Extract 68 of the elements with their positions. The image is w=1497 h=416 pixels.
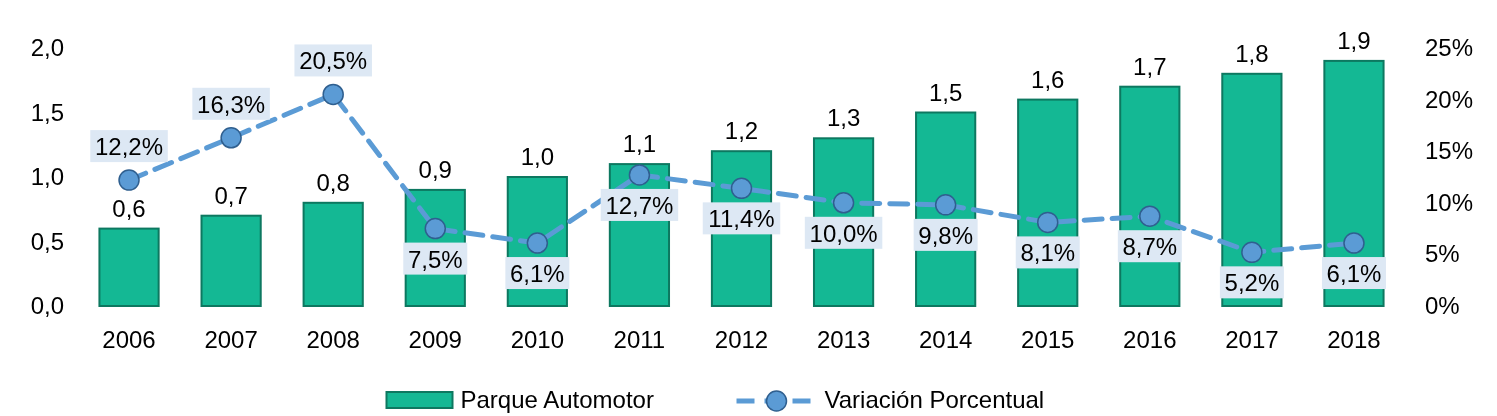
y2-tick-label: 20% (1425, 85, 1474, 113)
point (1139, 205, 1161, 227)
x-tick-label: 2006 (102, 326, 156, 353)
data-label: 12,2% (95, 133, 164, 161)
data-label: 7,5% (407, 245, 463, 273)
y-tick-label: 0,5 (30, 227, 64, 255)
y2-tick-label: 0% (1425, 292, 1460, 319)
bar (200, 214, 262, 307)
x-tick-label: 2008 (306, 326, 360, 353)
data-label: 8,1% (1020, 239, 1076, 267)
x-tick-label: 2013 (816, 326, 871, 353)
data-label: 9,8% (918, 221, 974, 249)
y2-tick-label: 5% (1425, 240, 1460, 268)
point (730, 177, 753, 200)
point (1343, 232, 1365, 254)
data-label: 6,1% (1326, 260, 1382, 288)
data-label: 1,7 (1133, 52, 1167, 80)
data-label: 0,9 (418, 155, 452, 183)
data-label: 5,2% (1224, 269, 1280, 297)
point (1241, 241, 1263, 264)
data-label: 0,8 (316, 168, 350, 196)
data-label: 6,1% (509, 260, 565, 288)
data-label: 11,4% (708, 205, 775, 233)
point (628, 164, 651, 186)
point (424, 217, 447, 240)
y-tick-label: 1,0 (30, 163, 64, 190)
data-label: 1,3 (826, 104, 861, 132)
y-tick-label: 2,0 (30, 34, 64, 61)
x-tick-label: 2012 (714, 326, 769, 353)
data-label: 1,9 (1337, 26, 1371, 54)
data-label: 12,7% (605, 191, 674, 219)
legend-label: Parque Automotor (460, 386, 654, 413)
point (1036, 211, 1059, 234)
data-label: 0,6 (112, 194, 146, 222)
point (220, 127, 242, 149)
y2-tick-label: 25% (1425, 34, 1474, 61)
data-label: 1,1 (622, 130, 657, 158)
x-tick-label: 2007 (204, 326, 258, 353)
data-label: 8,7% (1122, 233, 1178, 261)
y2-tick-label: 15% (1425, 137, 1474, 165)
point (832, 192, 855, 214)
x-tick-label: 2018 (1327, 326, 1381, 353)
data-label: 16,3% (197, 90, 266, 118)
data-label: 10,0% (809, 219, 878, 247)
x-tick-label: 2014 (918, 326, 973, 353)
bar (98, 227, 160, 307)
x-tick-label: 2010 (510, 326, 565, 353)
legend-label: Variación Porcentual (824, 386, 1045, 413)
data-label: 1,0 (520, 143, 555, 170)
y-tick-label: 0,0 (30, 292, 64, 319)
data-label: 1,6 (1031, 65, 1065, 93)
x-tick-label: 2015 (1021, 326, 1075, 353)
data-label: 1,8 (1235, 39, 1269, 67)
data-label: 1,5 (928, 78, 963, 106)
point (934, 194, 957, 216)
point (118, 169, 140, 191)
x-tick-label: 2016 (1123, 326, 1177, 353)
x-tick-label: 2017 (1225, 326, 1279, 353)
data-label: 0,7 (214, 181, 248, 209)
y-tick-label: 1,5 (30, 98, 64, 126)
y2-tick-label: 10% (1425, 188, 1474, 216)
data-label: 1,2 (724, 117, 759, 145)
point (526, 232, 549, 254)
x-tick-label: 2009 (408, 326, 462, 353)
bar (302, 201, 364, 307)
x-tick-label: 2011 (613, 326, 666, 353)
point (322, 83, 344, 106)
data-label: 20,5% (299, 47, 368, 75)
